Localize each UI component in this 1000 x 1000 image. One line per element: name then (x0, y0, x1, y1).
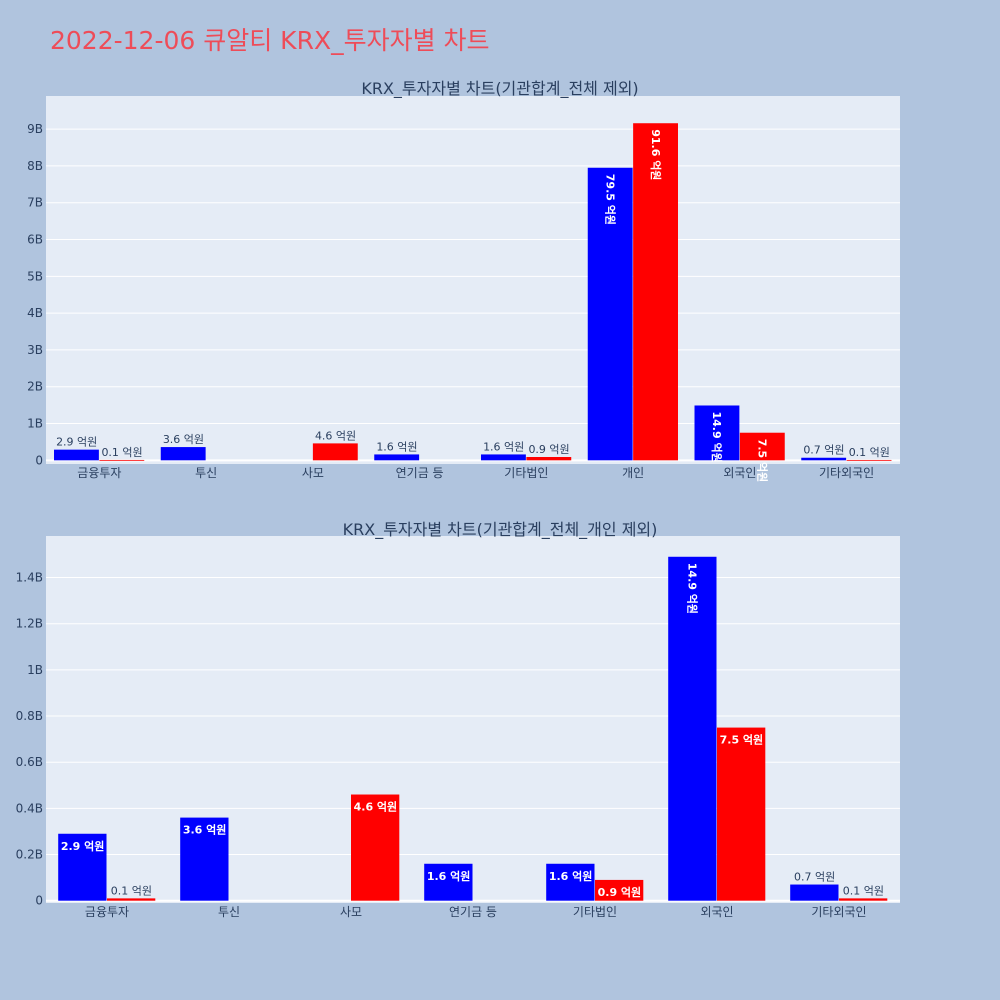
x-tick-label: 기타법인 (573, 905, 617, 919)
y-tick-label: 0 (35, 894, 43, 908)
y-tick-label: 7B (27, 196, 43, 210)
x-tick-label: 투신 (195, 466, 217, 480)
y-tick-label: 3B (27, 343, 43, 357)
y-tick-label: 4B (27, 306, 43, 320)
y-tick-label: 6B (27, 233, 43, 247)
plot-area (46, 96, 900, 464)
data-label: 3.6 억원 (163, 433, 204, 446)
y-tick-label: 0.6B (16, 755, 43, 769)
x-tick-label: 외국인 (700, 905, 733, 919)
bar (99, 459, 145, 461)
x-tick-label: 기타외국인 (811, 905, 866, 919)
bar (107, 898, 156, 901)
bar (668, 556, 717, 901)
data-label: 91.6 억원 (649, 129, 663, 180)
data-label: 3.6 억원 (183, 823, 227, 837)
bar (54, 449, 99, 461)
y-tick-label: 0.8B (16, 709, 43, 723)
y-tick-label: 1.2B (16, 617, 43, 631)
y-tick-label: 1B (27, 663, 43, 677)
bar (595, 879, 644, 901)
bar (351, 794, 400, 901)
chart-title: KRX_투자자별 차트(기관합계_전체 제외) (361, 79, 638, 99)
x-tick-label: 연기금 등 (396, 466, 444, 480)
y-tick-label: 0.4B (16, 801, 43, 815)
y-tick-label: 2B (27, 380, 43, 394)
x-tick-label: 외국인 (723, 466, 756, 480)
x-tick-label: 기타법인 (504, 466, 548, 480)
data-label: 0.9 억원 (598, 885, 642, 899)
data-label: 0.1 억원 (843, 884, 884, 897)
x-tick-label: 사모 (302, 466, 324, 480)
data-label: 1.6 억원 (483, 440, 524, 453)
data-label: 4.6 억원 (354, 800, 398, 814)
data-label: 2.9 억원 (61, 839, 105, 853)
y-tick-label: 8B (27, 159, 43, 173)
x-tick-label: 개인 (622, 466, 644, 480)
data-label: 14.9 억원 (686, 563, 700, 614)
data-label: 0.9 억원 (528, 443, 569, 456)
bar (587, 167, 633, 461)
data-label: 79.5 억원 (603, 174, 617, 225)
data-label: 7.5 억원 (756, 439, 770, 483)
x-tick-label: 기타외국인 (819, 466, 874, 480)
data-label: 4.6 억원 (315, 429, 356, 442)
bar (801, 457, 847, 461)
data-label: 7.5 억원 (720, 733, 764, 747)
chart-2: KRX_투자자별 차트(기관합계_전체_개인 제외) 0 0.2B 0.4B 0.6B 0… (16, 520, 900, 919)
y-tick-label: 1.4B (16, 571, 43, 585)
bar (481, 454, 526, 461)
bar (546, 863, 595, 901)
chart-1: KRX_투자자별 차트(기관합계_전체 제외) 0 1B 2B 3B 4B 5B 6B 7B 8B… (27, 79, 900, 482)
y-tick-label: 0 (35, 453, 43, 467)
data-label: 2.9 억원 (56, 436, 97, 449)
y-tick-label: 1B (27, 417, 43, 431)
bar (374, 454, 420, 461)
y-tick-label: 9B (27, 122, 43, 136)
data-label: 0.7 억원 (803, 444, 844, 457)
data-label: 14.9 억원 (710, 411, 724, 462)
x-tick-label: 금융투자 (77, 466, 121, 480)
data-label: 1.6 억원 (549, 869, 593, 883)
x-tick-label: 연기금 등 (449, 905, 497, 919)
bar (58, 833, 107, 901)
data-label: 0.1 억원 (101, 446, 142, 459)
data-label: 0.7 억원 (794, 871, 835, 884)
data-label: 1.6 억원 (427, 869, 471, 883)
bar (739, 432, 785, 461)
chart-title: KRX_투자자별 차트(기관합계_전체_개인 제외) (343, 520, 658, 540)
bar (633, 123, 678, 461)
plot-area (46, 536, 900, 903)
bar (160, 447, 206, 461)
x-tick-label: 금융투자 (85, 905, 129, 919)
data-label: 0.1 억원 (849, 446, 890, 459)
bar (526, 457, 572, 461)
y-tick-label: 5B (27, 269, 43, 283)
main-title: 2022-12-06 큐알티 KRX_투자자별 차트 (50, 26, 490, 55)
bar (180, 817, 229, 901)
bar (846, 459, 892, 461)
x-tick-label: 사모 (340, 905, 362, 919)
bar (717, 727, 766, 901)
bar (790, 884, 839, 901)
bar (694, 405, 740, 461)
data-label: 1.6 억원 (376, 440, 417, 453)
bar (424, 863, 473, 901)
bar (312, 443, 358, 461)
y-tick-label: 0.2B (16, 848, 43, 862)
data-label: 0.1 억원 (111, 884, 152, 897)
x-tick-label: 투신 (218, 905, 240, 919)
bar (839, 898, 888, 901)
